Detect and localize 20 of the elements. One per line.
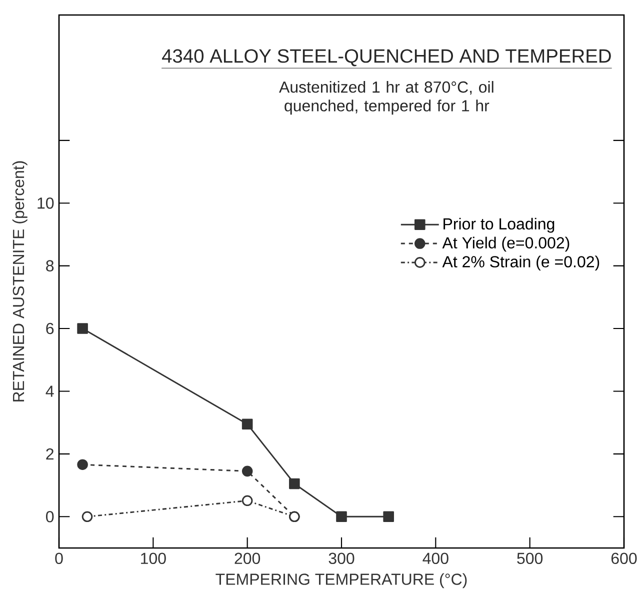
y-tick-label: 10	[38, 197, 54, 209]
x-tick-label: 200	[234, 552, 260, 564]
x-tick-label: 0	[55, 552, 63, 564]
y-tick-label: 8	[46, 260, 54, 272]
y-axis-title: RETAINED AUSTENITE (percent)	[12, 161, 28, 402]
text: Austenitized 1 hr at 870°C, oil quenched, tempered for 1 hr	[279, 81, 494, 115]
legend-label: At Yield (e=0.002)	[442, 236, 570, 252]
text: 4340 ALLOY STEEL-QUENCHED AND TEMPERED	[162, 49, 611, 66]
x-tick-label: 500	[517, 552, 543, 564]
x-tick-label: 600	[611, 552, 637, 564]
y-tick-label: 0	[46, 510, 54, 522]
x-axis-title: TEMPERING TEMPERATURE (°C)	[216, 573, 467, 588]
legend-label: Prior to Loading	[444, 218, 554, 233]
y-tick-label: 2	[46, 448, 54, 460]
legend-label: At 2% Strain (e =0.02)	[442, 256, 600, 271]
x-tick-label: 400	[422, 552, 448, 564]
y-tick-label: 6	[46, 322, 54, 334]
x-tick-label: 100	[141, 552, 166, 564]
y-tick-label: 4	[46, 386, 54, 397]
x-tick-label: 300	[328, 552, 354, 564]
